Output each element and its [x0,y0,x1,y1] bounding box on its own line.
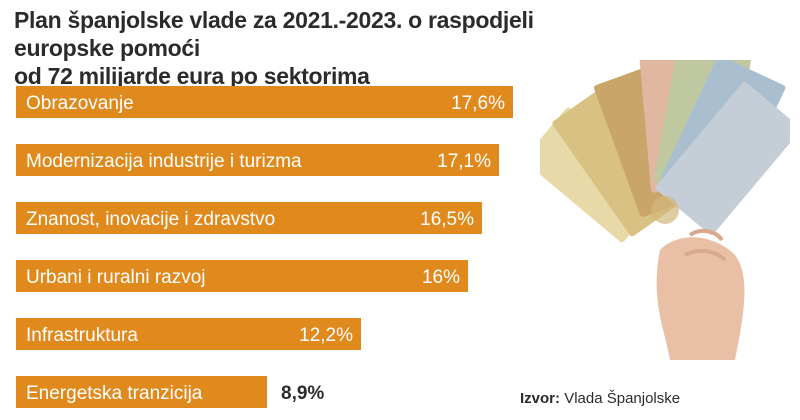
bar-value-label: 17,1% [437,151,491,172]
bar-category-label: Infrastruktura [26,325,138,346]
bar-value-label: 12,2% [299,325,353,346]
bar-value-label: 8,9% [281,383,324,404]
bar-group: Urbani i ruralni razvoj 16% [16,260,468,292]
source-note: Izvor: Vlada Španjolske [520,390,680,407]
hand-icon [656,228,745,360]
bar-category-label: Obrazovanje [26,93,134,114]
bar-category-label: Znanost, inovacije i zdravstvo [26,209,275,230]
bar-category-label: Urbani i ruralni razvoj [26,267,206,288]
source-text: Vlada Španjolske [564,390,681,407]
chart-title: Plan španjolske vlade za 2021.-2023. o r… [14,6,574,90]
chart-title-line-2: od 72 milijarde eura po sektorima [14,63,370,89]
bar-group: Infrastruktura 12,2% [16,318,361,350]
source-label: Izvor: [520,390,561,407]
bar [16,202,482,234]
bar [16,318,361,350]
bar-group: Obrazovanje 17,6% [16,86,513,118]
bar-value-label: 16% [422,267,460,288]
bar-value-label: 16,5% [420,209,474,230]
bar-category-label: Energetska tranzicija [26,383,203,404]
bar [16,376,267,408]
euro-banknotes-in-hand-image [540,60,790,360]
bar-category-label: Modernizacija industrije i turizma [26,151,302,172]
chart-title-line-1: Plan španjolske vlade za 2021.-2023. o r… [14,7,534,61]
bar-group: Energetska tranzicija 8,9% [16,376,324,408]
banknotes-icon [540,60,790,243]
bar-group: Znanost, inovacije i zdravstvo 16,5% [16,202,482,234]
bar-group: Modernizacija industrije i turizma 17,1% [16,144,499,176]
bar [16,144,499,176]
bar-value-label: 17,6% [451,93,505,114]
bar [16,260,468,292]
bar [16,86,513,118]
